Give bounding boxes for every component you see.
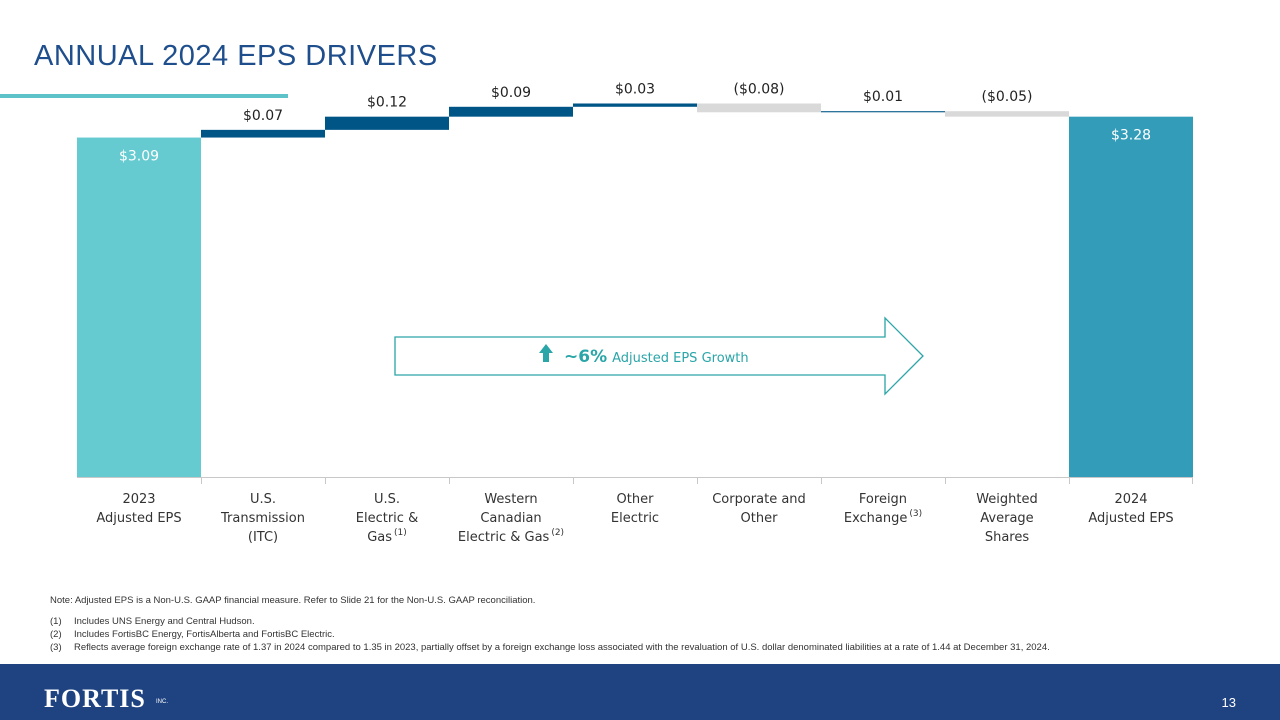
category-label-7: Weighted Average Shares: [976, 492, 1038, 545]
up-arrow-icon: [539, 344, 553, 362]
data-label-0: $3.09: [119, 149, 159, 165]
page-title: ANNUAL 2024 EPS DRIVERS: [34, 40, 438, 72]
growth-arrow-shape: [394, 316, 924, 396]
data-label-3: $0.09: [491, 85, 531, 101]
page-number: 13: [1221, 695, 1236, 710]
footnote-text: Includes FortisBC Energy, FortisAlberta …: [74, 629, 335, 640]
bar-3: [449, 106, 573, 117]
data-label-1: $0.07: [243, 108, 283, 124]
footnote-1: (1) Includes UNS Energy and Central Huds…: [50, 615, 1250, 628]
data-label-8: $3.28: [1111, 128, 1151, 144]
footnote-note: Note: Adjusted EPS is a Non-U.S. GAAP fi…: [50, 595, 536, 606]
footnote-2: (2) Includes FortisBC Energy, FortisAlbe…: [50, 628, 1250, 641]
category-label-5: Corporate and Other: [712, 492, 806, 526]
bar-7: [945, 111, 1069, 117]
bar-1: [201, 129, 325, 138]
data-label-4: $0.03: [615, 81, 655, 97]
category-label-1: U.S. Transmission (ITC): [220, 492, 305, 545]
footnote-number: (1): [50, 616, 62, 627]
category-label-0: 2023 Adjusted EPS: [96, 492, 181, 526]
footer-bar: [0, 664, 1280, 720]
category-label-8: 2024 Adjusted EPS: [1088, 492, 1173, 526]
fortis-logo: FORTIS: [44, 684, 146, 713]
bar-5: [697, 103, 821, 113]
footnote-3: (3) Reflects average foreign exchange ra…: [50, 641, 1250, 654]
category-label-4: Other Electric: [611, 492, 659, 526]
footnotes: Note: Adjusted EPS is a Non-U.S. GAAP fi…: [50, 594, 1250, 654]
bar-6: [821, 111, 945, 113]
fortis-logo-suffix: INC.: [156, 699, 168, 705]
bar-0: [77, 137, 201, 477]
footnote-text: Includes UNS Energy and Central Hudson.: [74, 616, 255, 627]
footnote-number: (2): [50, 629, 62, 640]
footnote-text: Reflects average foreign exchange rate o…: [74, 642, 1050, 653]
growth-callout-text: ~6% Adjusted EPS Growth: [564, 347, 749, 367]
data-label-7: ($0.05): [981, 89, 1032, 105]
title-underline: [0, 94, 288, 98]
category-label-6: Foreign Exchange (3): [844, 492, 922, 526]
eps-waterfall-chart: $3.09 $0.07 $0.12 $0.09 $0.03 ($0.08) $0.01 ($0…: [77, 81, 1193, 545]
category-label-2: U.S. Electric & Gas (1): [356, 492, 418, 545]
category-label-3: Western Canadian Electric & Gas (2): [458, 492, 564, 545]
data-label-6: $0.01: [863, 89, 903, 105]
bar-4: [573, 103, 697, 107]
bar-2: [325, 116, 449, 130]
footnote-number: (3): [50, 642, 62, 653]
bar-8: [1069, 116, 1193, 478]
data-label-2: $0.12: [367, 95, 407, 111]
data-label-5: ($0.08): [733, 81, 784, 97]
